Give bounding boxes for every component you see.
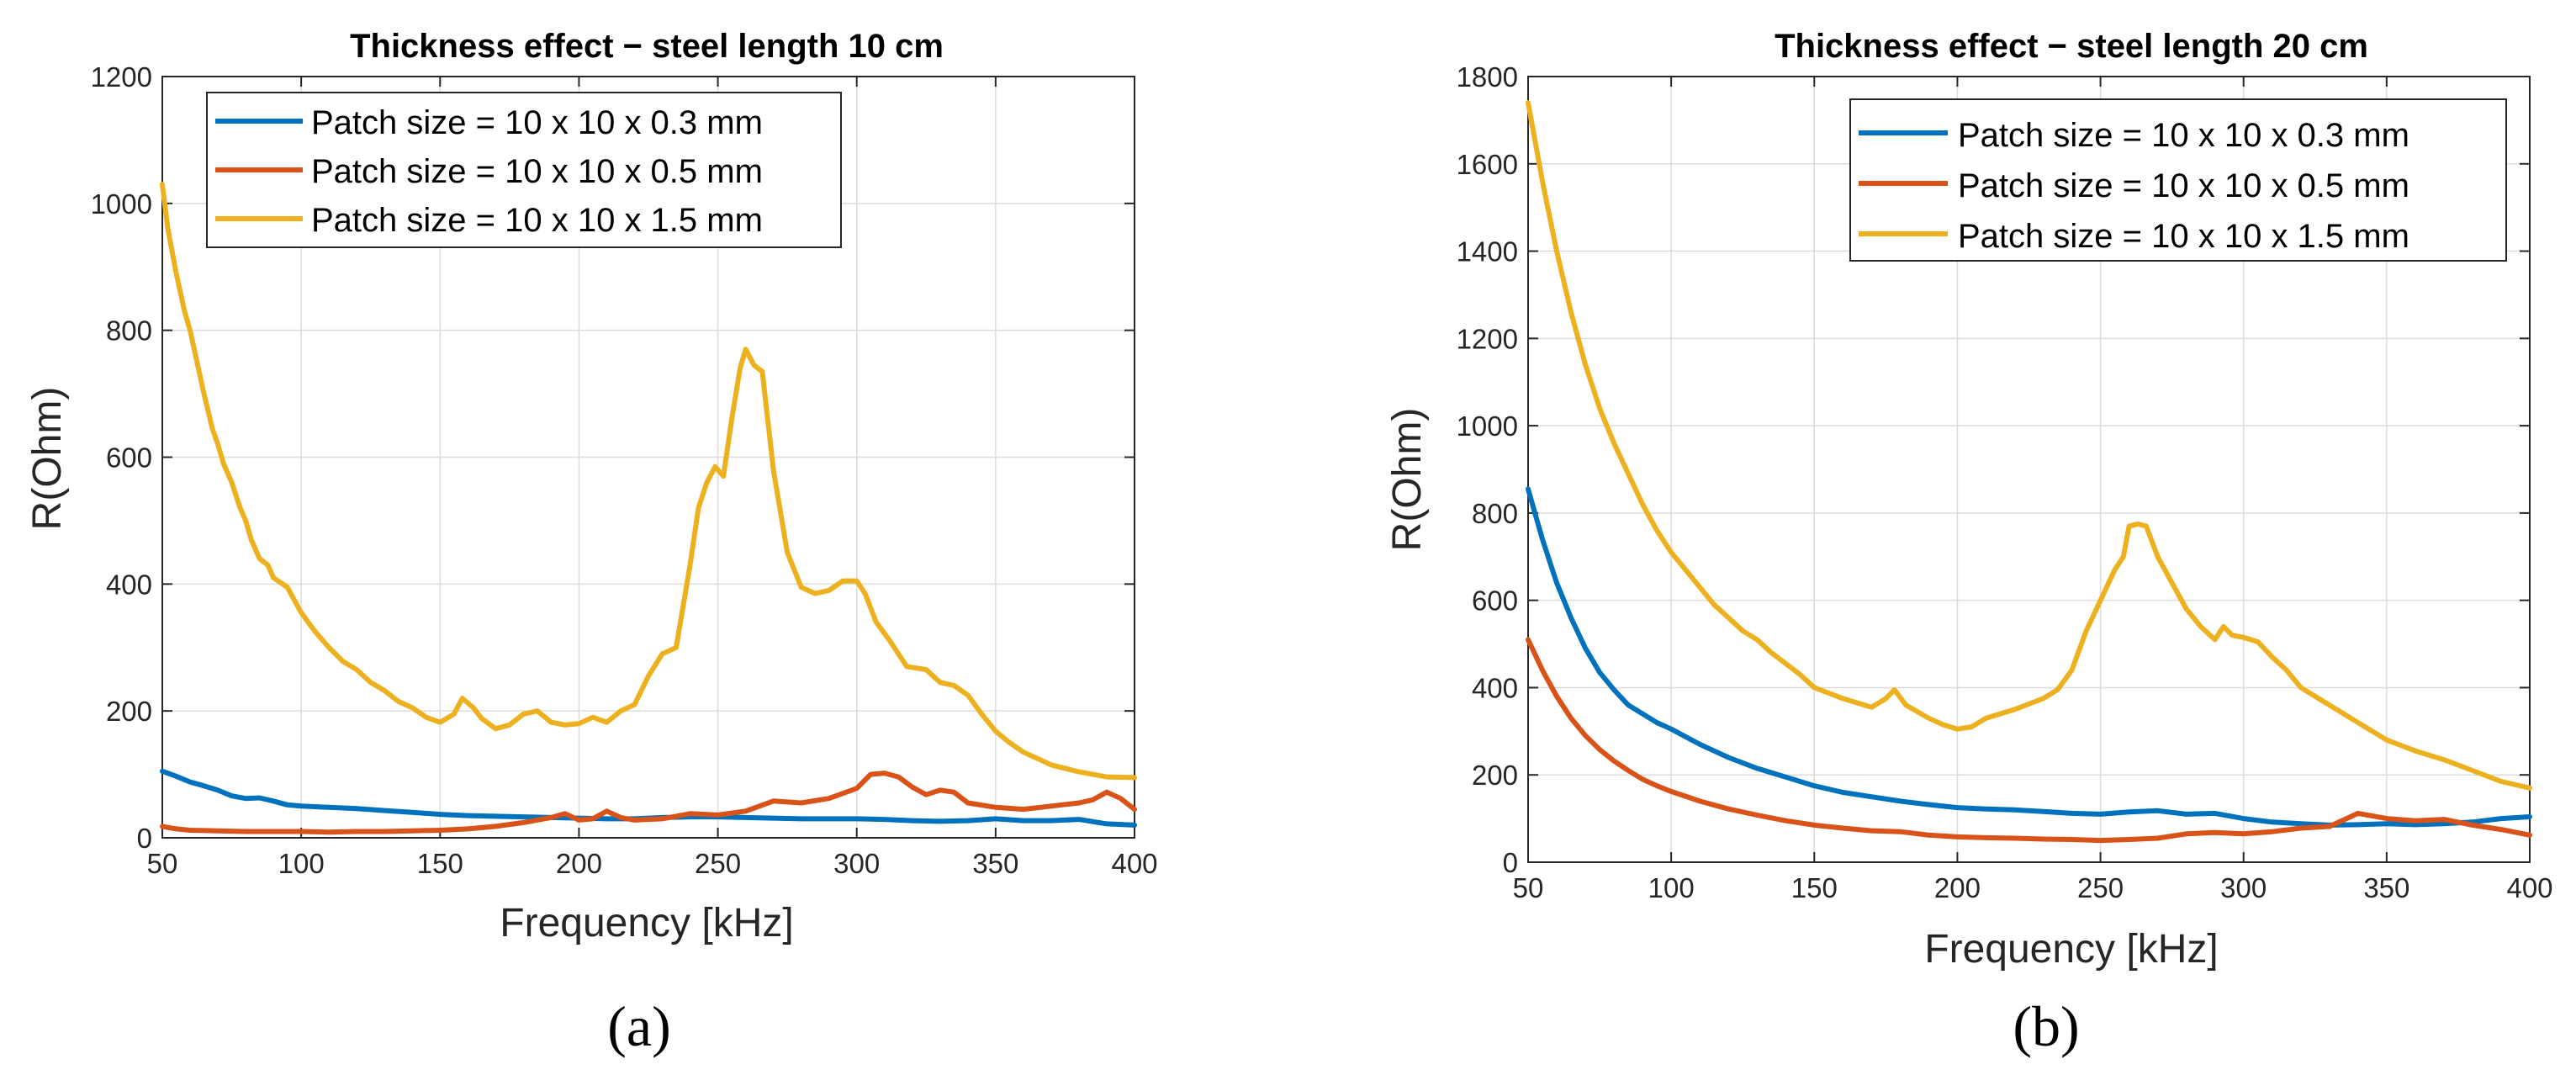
chart-b-x-tick-label-1: 100	[1648, 872, 1695, 903]
chart-b-y-tick-label-9: 1800	[1457, 61, 1518, 93]
chart-a-y-tick-label-5: 1000	[91, 188, 152, 220]
chart-b-x-tick-label-4: 250	[2077, 872, 2124, 903]
chart-panel-b: Thickness effect − steel length 20 cm 50…	[1385, 28, 2553, 1058]
chart-a-y-tick-label-2: 400	[106, 569, 152, 600]
chart-a-x-tick-label-3: 200	[556, 848, 602, 879]
chart-b-ticks: 50 100 150 200 250 300 350 400 0 200 400 600 800 1000…	[1457, 61, 2553, 903]
chart-a-x-tick-label-5: 300	[833, 848, 880, 879]
chart-b-y-tick-label-7: 1400	[1457, 236, 1518, 267]
chart-a-series-line-2	[160, 182, 1137, 781]
chart-b-series-line-1	[1526, 637, 2532, 844]
chart-b-y-tick-label-5: 1000	[1457, 410, 1518, 442]
chart-b-series-line-2	[1526, 100, 2532, 791]
chart-a-x-tick-label-4: 250	[695, 848, 741, 879]
chart-a-title: Thickness effect − steel length 10 cm	[350, 28, 944, 65]
chart-b-legend-label-1: Patch size = 10 x 10 x 0.5 mm	[1958, 167, 2409, 204]
chart-a-x-tick-label-6: 350	[972, 848, 1018, 879]
chart-a-x-tick-label-1: 100	[278, 848, 325, 879]
chart-a-series	[160, 182, 1137, 835]
chart-b-plot-frame	[1527, 76, 2531, 863]
chart-b-legend: Patch size = 10 x 10 x 0.3 mm Patch size…	[1849, 98, 2507, 262]
chart-b-title: Thickness effect − steel length 20 cm	[1775, 28, 2368, 65]
chart-b-y-axis-label: R(Ohm)	[1385, 408, 1430, 552]
chart-a-y-axis-label: R(Ohm)	[25, 387, 70, 531]
chart-b-caption: (b)	[2013, 994, 2079, 1058]
chart-a-y-tick-label-1: 200	[106, 696, 152, 727]
chart-b-x-tick-label-2: 150	[1791, 872, 1838, 903]
chart-a-series-line-1	[160, 771, 1137, 835]
chart-a-x-tick-label-0: 50	[147, 848, 178, 879]
chart-b-x-tick-label-6: 350	[2363, 872, 2409, 903]
chart-a-y-tick-label-4: 800	[106, 315, 152, 347]
chart-a-legend-label-2: Patch size = 10 x 10 x 1.5 mm	[311, 202, 763, 239]
chart-a-x-tick-label-7: 400	[1111, 848, 1157, 879]
chart-b-x-tick-label-7: 400	[2506, 872, 2552, 903]
chart-a-legend-box	[206, 92, 842, 248]
chart-b-y-tick-label-3: 600	[1472, 585, 1518, 617]
chart-a-y-tick-label-6: 1200	[91, 61, 152, 93]
chart-b-legend-box	[1849, 98, 2507, 262]
chart-b-series-line-0	[1526, 486, 2532, 828]
chart-b-x-tick-label-3: 200	[1934, 872, 1981, 903]
chart-b-x-axis-label: Frequency [kHz]	[1924, 927, 2218, 972]
chart-a-x-tick-label-2: 150	[417, 848, 463, 879]
chart-b-legend-label-0: Patch size = 10 x 10 x 0.3 mm	[1958, 117, 2409, 154]
chart-a-legend: Patch size = 10 x 10 x 0.3 mm Patch size…	[206, 92, 842, 248]
chart-panel-a: Thickness effect − steel length 10 cm 50…	[25, 28, 1158, 1058]
chart-a-legend-label-0: Patch size = 10 x 10 x 0.3 mm	[311, 104, 763, 141]
chart-b-y-tick-label-8: 1600	[1457, 149, 1518, 180]
chart-a-y-tick-label-3: 600	[106, 442, 152, 474]
chart-b-y-tick-label-1: 200	[1472, 760, 1518, 791]
chart-b-legend-label-2: Patch size = 10 x 10 x 1.5 mm	[1958, 218, 2409, 255]
chart-b-y-tick-label-6: 1200	[1457, 323, 1518, 354]
chart-a-y-tick-label-0: 0	[137, 823, 152, 854]
chart-b-x-tick-label-0: 50	[1513, 872, 1544, 903]
chart-a-caption: (a)	[607, 994, 670, 1058]
chart-b-y-tick-label-4: 800	[1472, 498, 1518, 529]
chart-a-ticks: 50 100 150 200 250 300 350 400 0 200 400 600 800 1000…	[91, 61, 1158, 879]
chart-b-series	[1526, 100, 2532, 844]
chart-a-x-axis-label: Frequency [kHz]	[500, 901, 793, 945]
chart-b-y-tick-label-2: 400	[1472, 672, 1518, 703]
chart-b-y-tick-label-0: 0	[1503, 847, 1518, 878]
chart-a-legend-label-1: Patch size = 10 x 10 x 0.5 mm	[311, 153, 763, 190]
chart-b-x-tick-label-5: 300	[2220, 872, 2267, 903]
